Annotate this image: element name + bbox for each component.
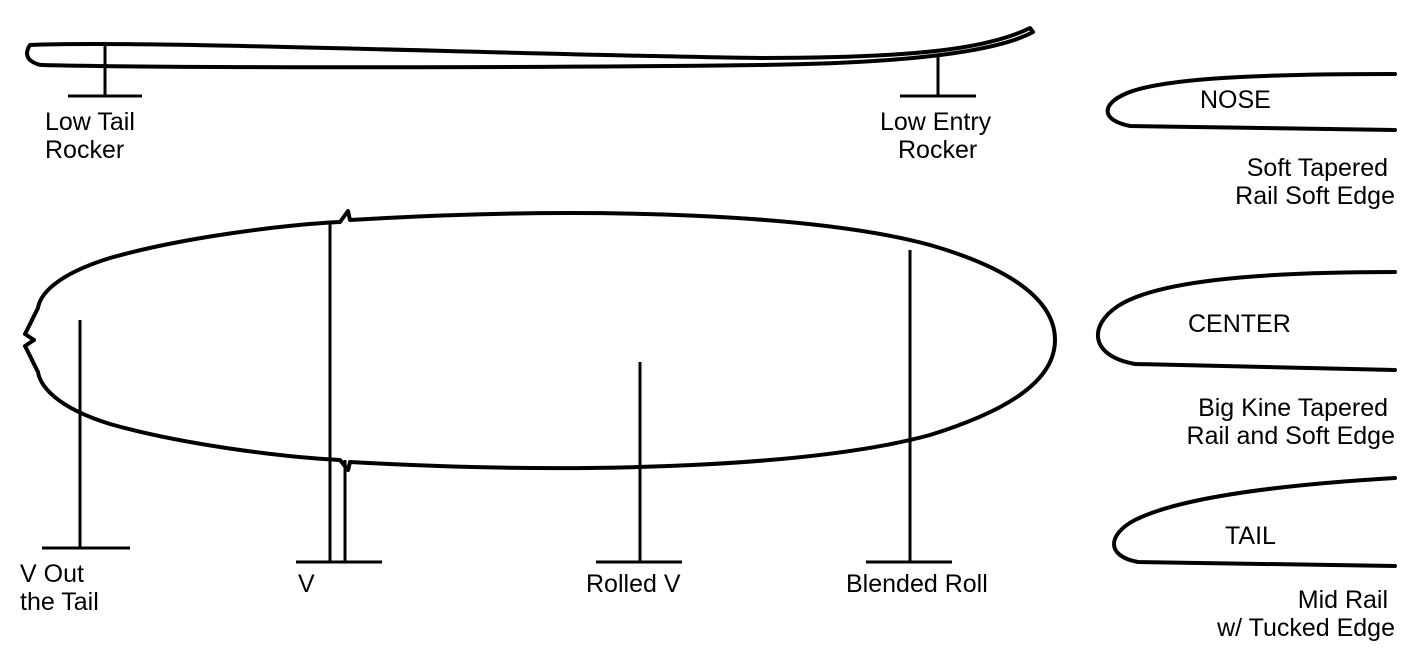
low-tail-rocker-label: Low Tail Rocker (45, 108, 142, 164)
blended-roll-label: Blended Roll (846, 570, 988, 598)
callout-low-entry-rocker: Low Entry Rocker (880, 55, 998, 164)
top-outline-group: V Out the Tail V Rolled V Blended Roll (20, 211, 1055, 616)
surfboard-diagram: Low Tail Rocker Low Entry Rocker V Out t… (0, 0, 1406, 653)
rail-nose: NOSE Soft Tapered Rail Soft Edge (1108, 74, 1395, 210)
rolled-v-label: Rolled V (586, 570, 681, 598)
callout-v-out-the-tail: V Out the Tail (20, 320, 130, 616)
v-out-the-tail-label: V Out the Tail (20, 560, 99, 616)
callout-v: V (296, 224, 382, 598)
rail-nose-title: NOSE (1200, 86, 1271, 114)
rail-center-title: CENTER (1188, 310, 1291, 338)
rail-profiles-group: NOSE Soft Tapered Rail Soft Edge CENTER … (1098, 74, 1395, 642)
side-profile-outline (27, 28, 1033, 67)
rail-center-desc: Big Kine Tapered Rail and Soft Edge (1187, 394, 1395, 450)
low-entry-rocker-label: Low Entry Rocker (880, 108, 998, 164)
rail-center: CENTER Big Kine Tapered Rail and Soft Ed… (1098, 272, 1395, 450)
side-profile-group: Low Tail Rocker Low Entry Rocker (27, 28, 1033, 164)
callout-rolled-v: Rolled V (586, 362, 682, 598)
callout-low-tail-rocker: Low Tail Rocker (45, 42, 142, 164)
rail-tail-desc: Mid Rail w/ Tucked Edge (1216, 586, 1395, 642)
rail-nose-desc: Soft Tapered Rail Soft Edge (1235, 154, 1395, 210)
rail-tail: TAIL Mid Rail w/ Tucked Edge (1114, 478, 1395, 642)
v-label: V (298, 570, 315, 598)
top-outline (25, 211, 1055, 470)
rail-tail-title: TAIL (1225, 522, 1276, 550)
